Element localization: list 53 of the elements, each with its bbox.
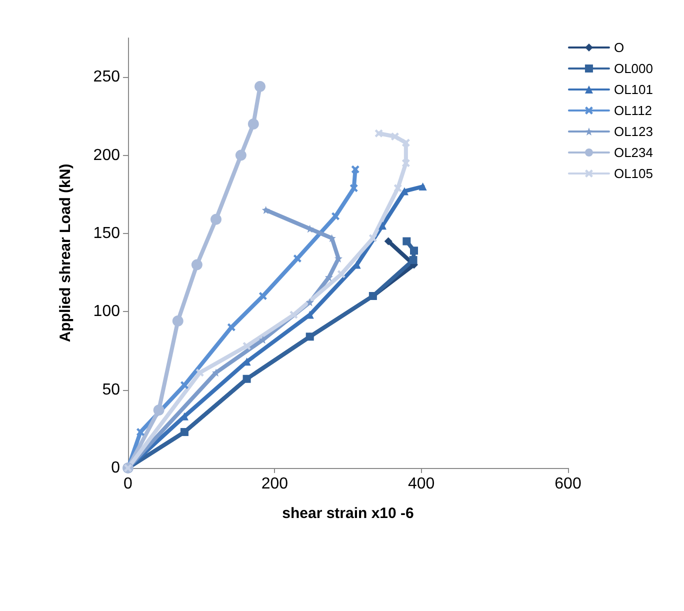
legend-label: OL112: [614, 103, 652, 118]
point: [409, 256, 418, 264]
point: [324, 273, 333, 282]
point: [248, 118, 259, 130]
y-tick-label: 100: [93, 303, 120, 320]
point: [191, 259, 202, 270]
point: [378, 222, 386, 230]
point: [332, 212, 340, 220]
y-axis-title: Applied shrear Load (kN): [57, 164, 74, 342]
x-tick-label: 600: [554, 476, 582, 492]
point: [306, 298, 314, 306]
point: [402, 237, 411, 246]
point: [293, 254, 302, 262]
point: [196, 368, 204, 377]
point: [210, 214, 222, 225]
point: [153, 404, 164, 416]
x-axis-title: shear strain x10 -6: [282, 505, 414, 522]
point: [227, 323, 236, 332]
point: [136, 428, 144, 436]
legend-label: O: [614, 40, 624, 55]
point: [351, 165, 360, 174]
x-tick-label: 200: [261, 476, 288, 492]
legend-label: OL105: [614, 166, 654, 181]
x-tick-label: 400: [408, 476, 435, 492]
point: [172, 316, 184, 327]
y-tick-label: 250: [93, 68, 120, 86]
legend-label: OL123: [614, 124, 654, 139]
point: [390, 132, 399, 141]
point: [418, 182, 427, 191]
point: [384, 237, 392, 246]
point: [410, 246, 418, 255]
y-tick-label: 150: [93, 224, 120, 242]
point: [337, 270, 346, 278]
point: [258, 292, 267, 300]
point: [374, 129, 383, 138]
point: [254, 80, 266, 92]
y-tick-label: 200: [93, 146, 120, 164]
y-tick-label: 0: [111, 460, 120, 476]
point: [402, 159, 410, 168]
point: [402, 138, 410, 147]
legend-label: OL234: [614, 145, 654, 160]
y-tick-label: 50: [102, 381, 120, 398]
point: [242, 342, 251, 350]
x-tick-label: 0: [124, 476, 133, 492]
point: [235, 150, 246, 161]
point: [394, 184, 402, 192]
point: [180, 381, 188, 390]
legend-label: OL000: [614, 61, 654, 76]
legend-label: OL101: [614, 82, 654, 97]
point: [262, 206, 270, 214]
point: [368, 234, 377, 242]
point: [290, 310, 298, 319]
point: [350, 184, 358, 192]
